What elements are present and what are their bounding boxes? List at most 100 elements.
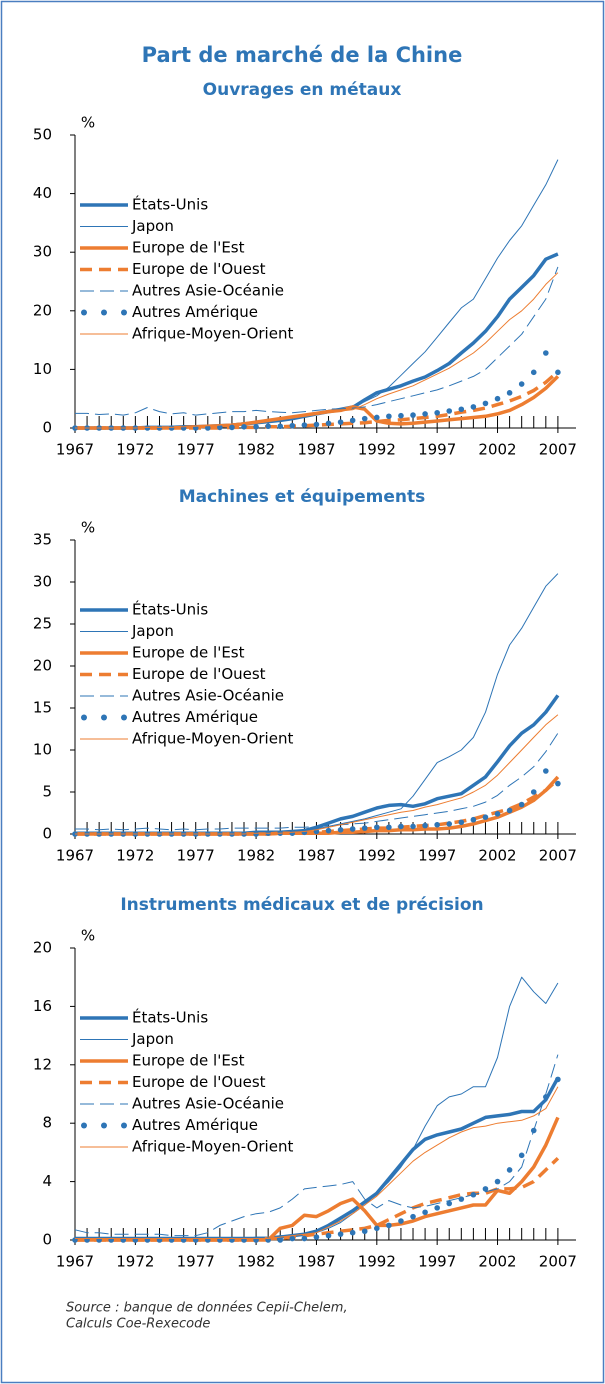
x-tick-label: 1992 [358, 847, 396, 865]
data-point [555, 1076, 561, 1083]
data-point [543, 1094, 549, 1100]
source: Source : banque de données Cepii-Chelem, [66, 1301, 348, 1316]
data-point [446, 821, 453, 827]
data-point [313, 1234, 320, 1240]
y-tick-label: 20 [33, 301, 52, 319]
y-tick-label: 20 [33, 657, 52, 675]
legend-label: Autres Asie-Océanie [132, 1095, 284, 1113]
legend-marker [121, 1122, 127, 1129]
x-tick-label: 1977 [177, 847, 215, 865]
y-tick-label: 50 [33, 126, 52, 144]
x-tick-label: 1972 [116, 441, 154, 459]
x-tick-label: 2007 [539, 441, 577, 459]
legend-label: Autres Asie-Océanie [132, 282, 284, 300]
data-point [506, 1167, 513, 1173]
data-point [530, 369, 537, 376]
data-point [518, 1152, 525, 1159]
data-point [543, 350, 549, 356]
data-point [289, 422, 296, 429]
y-tick-label: 0 [42, 419, 52, 437]
data-point [555, 369, 561, 376]
data-point [337, 1231, 344, 1237]
legend-label: Japon [131, 1030, 174, 1048]
x-tick-label: 2002 [478, 847, 516, 865]
data-point [458, 406, 465, 413]
data-point [204, 425, 211, 431]
data-point [301, 1235, 308, 1242]
data-point [253, 424, 259, 430]
legend-marker [101, 309, 107, 316]
x-tick-label: 1997 [418, 1253, 456, 1271]
data-point [301, 829, 308, 836]
y-tick-label: 8 [42, 1114, 52, 1132]
data-point [434, 821, 440, 828]
data-point [374, 1225, 380, 1232]
y-tick-label: 30 [33, 243, 52, 261]
legend-label: Europe de l'Est [132, 1052, 245, 1070]
x-tick-label: 1967 [56, 847, 94, 865]
legend-label: Europe de l'Est [132, 239, 245, 257]
data-point [325, 1232, 332, 1239]
y-tick-label: 16 [33, 997, 52, 1015]
x-tick-label: 1977 [177, 441, 215, 459]
series-line [75, 370, 560, 430]
data-point [180, 425, 187, 431]
x-tick-label: 2002 [478, 441, 516, 459]
x-tick-label: 1967 [56, 1253, 94, 1271]
data-point [277, 1237, 284, 1243]
legend-label: Afrique-Moyen-Orient [132, 730, 293, 748]
data-point [482, 1186, 489, 1192]
x-tick-label: 1987 [297, 847, 335, 865]
page-title: Part de marché de la Chine [142, 43, 463, 67]
data-point [398, 1218, 404, 1224]
data-point [434, 409, 440, 416]
series-line [74, 1054, 559, 1237]
legend-label: Europe de l'Ouest [132, 1073, 266, 1091]
data-point [361, 825, 368, 831]
y-tick-label: 4 [42, 1172, 52, 1190]
chart-title: Machines et équipements [179, 487, 426, 507]
y-axis-label: % [81, 519, 95, 537]
x-tick-label: 1972 [116, 847, 154, 865]
data-point [494, 811, 501, 817]
legend-label: États-Unis [132, 600, 208, 619]
legend-marker [101, 1122, 107, 1129]
x-tick-label: 1967 [56, 441, 94, 459]
y-tick-label: 40 [33, 184, 52, 202]
data-point [506, 807, 513, 814]
data-point [422, 411, 428, 417]
data-point [374, 824, 380, 831]
data-point [530, 789, 537, 795]
x-tick-label: 2007 [539, 1253, 577, 1271]
x-tick-label: 1987 [297, 441, 335, 459]
x-tick-label: 1997 [418, 441, 456, 459]
y-tick-label: 15 [33, 699, 52, 717]
data-point [555, 780, 561, 787]
series-line [75, 266, 559, 416]
data-point [361, 415, 368, 422]
y-tick-label: 0 [42, 825, 52, 843]
data-point [325, 827, 332, 834]
series-line [75, 714, 559, 835]
x-tick-label: 2002 [478, 1253, 516, 1271]
y-tick-label: 30 [33, 573, 52, 591]
data-point [337, 827, 344, 833]
legend-label: Autres Amérique [132, 1116, 258, 1134]
y-tick-label: 12 [33, 1055, 52, 1073]
data-point [361, 1228, 368, 1235]
legend-label: Japon [131, 217, 174, 235]
legend-label: Europe de l'Ouest [132, 665, 266, 683]
data-point [325, 420, 332, 427]
data-point [289, 1235, 296, 1242]
series-line [75, 1086, 559, 1239]
data-point [446, 408, 453, 414]
data-point [337, 419, 344, 425]
data-point [458, 819, 465, 826]
data-point [518, 381, 525, 387]
legend-label: Europe de l'Ouest [132, 260, 266, 278]
y-tick-label: 20 [33, 939, 52, 957]
x-tick-label: 1987 [297, 1253, 335, 1271]
legend-label: Japon [131, 622, 174, 640]
data-point [458, 1196, 465, 1202]
